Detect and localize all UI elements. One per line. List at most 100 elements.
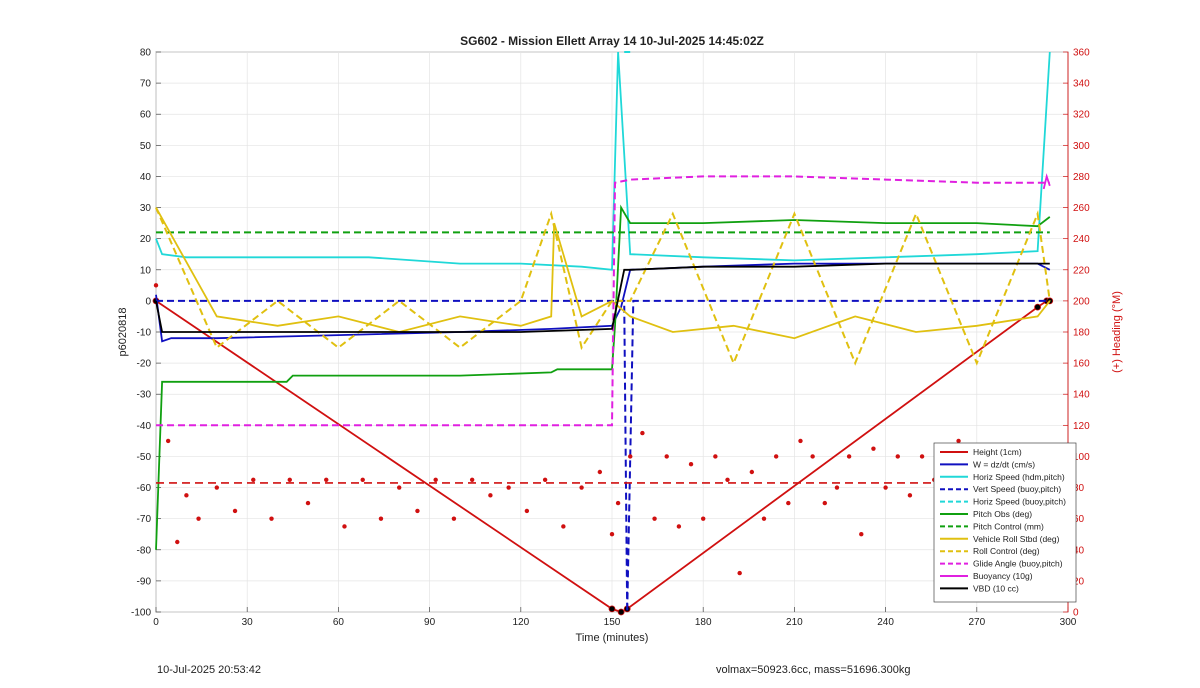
series-layer [152, 51, 1054, 616]
heading-point [737, 570, 742, 576]
heading-point [846, 454, 852, 459]
y-tick-label: -90 [137, 576, 152, 587]
heading-point [652, 516, 657, 521]
x-tick-label: 90 [424, 617, 436, 628]
legend-entry: Pitch Control (mm) [973, 521, 1044, 531]
heading-point [184, 493, 189, 498]
x-tick-label: 270 [968, 617, 985, 628]
heading-point [488, 493, 493, 498]
x-tick-label: 120 [512, 617, 529, 628]
heading-point [433, 477, 438, 482]
heading-point [305, 500, 311, 506]
heading-point [397, 485, 402, 490]
heading-point [725, 477, 730, 482]
legend-entry: Horiz Speed (hdm,pitch) [973, 472, 1065, 482]
heading-point [713, 454, 718, 459]
x-tick-label: 150 [604, 617, 621, 628]
heading-point [798, 438, 803, 444]
heading-point [688, 462, 694, 467]
y-tick-label: -60 [137, 483, 152, 494]
x-axis-label: Time (minutes) [576, 632, 649, 644]
y2-tick-label: 300 [1073, 141, 1090, 152]
x-tick-label: 30 [242, 617, 254, 628]
heading-point [773, 454, 779, 459]
y-tick-label: 80 [140, 48, 152, 59]
legend-entry: Vehicle Roll Stbd (deg) [973, 534, 1060, 544]
x-tick-label: 180 [695, 617, 712, 628]
heading-point [761, 516, 767, 521]
legend-entry: Pitch Obs (deg) [973, 509, 1032, 519]
y2-tick-label: 80 [1073, 483, 1085, 494]
y2-tick-label: 360 [1073, 48, 1090, 59]
y2-tick-label: 100 [1073, 452, 1090, 463]
y2-tick-label: 60 [1073, 514, 1085, 525]
heading-point [895, 454, 900, 459]
heading-point [859, 532, 864, 537]
heading-point [561, 524, 566, 529]
series-line-11 [1042, 173, 1051, 190]
series-line-10 [156, 175, 1050, 427]
heading-point [615, 500, 621, 506]
legend-entry: VBD (10 cc) [973, 583, 1019, 593]
legend-entry: Roll Control (deg) [973, 546, 1040, 556]
heading-point [628, 454, 633, 459]
y2-tick-label: 200 [1073, 296, 1090, 307]
heading-point [415, 508, 420, 514]
y-tick-label: -10 [137, 328, 152, 339]
height-marker [608, 605, 616, 613]
heading-point [640, 430, 645, 436]
y2-tick-label: 260 [1073, 203, 1090, 214]
series-line-12 [155, 262, 1050, 333]
heading-point [579, 485, 584, 490]
y2-tick-label: 120 [1073, 421, 1090, 432]
y2-tick-label: 140 [1073, 390, 1090, 401]
heading-point [542, 477, 548, 482]
heading-point [810, 454, 815, 459]
legend: Height (1cm) W = dz/dt (cm/s) Horiz Speed … [933, 442, 1077, 603]
heading-point [956, 438, 961, 444]
y-tick-label: -80 [137, 545, 152, 556]
y2-tick-label: 320 [1073, 110, 1090, 121]
heading-point [871, 446, 876, 451]
y-tick-label: -20 [137, 359, 152, 370]
heading-point [287, 477, 292, 482]
heading-point [907, 493, 913, 498]
heading-point [469, 477, 475, 482]
legend-entry: W = dz/dt (cm/s) [973, 459, 1035, 469]
heading-point [324, 477, 329, 482]
y2-tick-label: 20 [1073, 576, 1085, 587]
heading-point [834, 485, 840, 490]
y2-tick-label: 240 [1073, 234, 1090, 245]
heading-point [251, 477, 256, 482]
y-tick-label: 10 [140, 265, 152, 276]
legend-entry: Horiz Speed (buoy,pitch) [973, 497, 1066, 507]
y-tick-label: -70 [137, 514, 152, 525]
heading-point [153, 283, 159, 288]
chart-title: SG602 - Mission Ellett Array 14 10-Jul-2… [460, 34, 764, 48]
heading-point [883, 485, 888, 490]
series-line-3 [155, 51, 1051, 271]
y2-tick-label: 180 [1073, 328, 1090, 339]
legend-entry: Buoyancy (10g) [973, 571, 1033, 581]
y-tick-label: -30 [137, 390, 152, 401]
heading-point [451, 516, 457, 521]
footer-timestamp: 10-Jul-2025 20:53:42 [157, 664, 261, 676]
heading-point [506, 485, 511, 490]
heading-point [232, 508, 238, 514]
x-axis-ticks: 0 30 60 90 120 150 180 210 240 270 300 [153, 607, 1077, 628]
y2-tick-label: 0 [1073, 608, 1079, 619]
x-tick-label: 60 [333, 617, 345, 628]
x-tick-label: 210 [786, 617, 803, 628]
y-axis-label: p6020818 [117, 308, 129, 357]
legend-entry: Vert Speed (buoy,pitch) [973, 484, 1061, 494]
legend-entry: Height (1cm) [973, 447, 1022, 457]
y2-tick-label: 160 [1073, 359, 1090, 370]
heading-point [165, 438, 171, 444]
y-tick-label: 70 [140, 79, 152, 90]
heading-point [524, 508, 530, 514]
y-tick-label: 40 [140, 172, 152, 183]
y-axis-ticks: -100-90-80-70-60-50-40-30-20-10010203040… [131, 48, 161, 619]
y2-tick-label: 280 [1073, 172, 1090, 183]
x-tick-label: 300 [1060, 617, 1077, 628]
